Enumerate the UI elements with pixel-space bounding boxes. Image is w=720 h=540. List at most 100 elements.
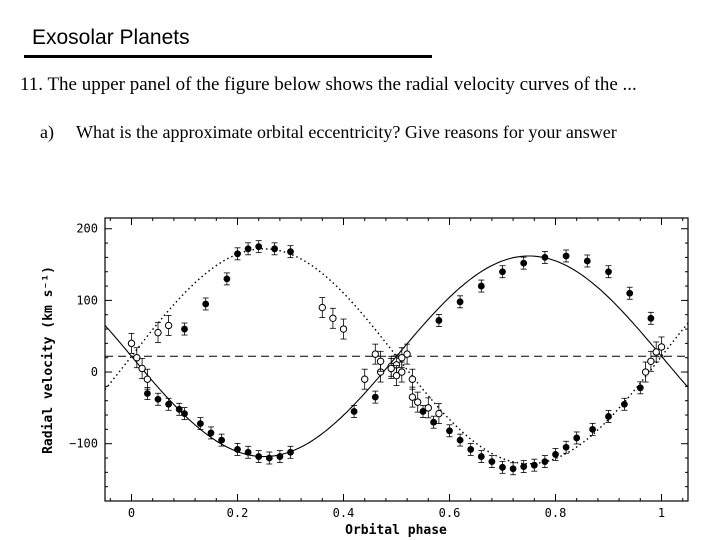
filled-data-point xyxy=(467,443,475,456)
question-text: 11. The upper panel of the figure below … xyxy=(20,74,637,95)
point-marker xyxy=(621,400,628,408)
x-tick-label: 0.6 xyxy=(439,506,461,520)
point-marker xyxy=(339,325,348,333)
filled-data-point xyxy=(287,245,294,259)
point-marker xyxy=(456,298,464,306)
open-data-point xyxy=(138,358,146,379)
point-marker xyxy=(509,465,517,473)
open-data-point xyxy=(154,322,162,344)
point-marker xyxy=(265,454,273,462)
x-axis-label: Orbital phase xyxy=(345,523,447,538)
point-marker xyxy=(408,393,417,401)
title-underline xyxy=(24,55,432,58)
point-marker xyxy=(520,259,528,267)
filled-data-point xyxy=(562,249,570,263)
point-marker xyxy=(520,463,528,471)
filled-data-point xyxy=(626,286,634,300)
point-marker xyxy=(419,408,427,415)
open-data-point xyxy=(647,350,655,372)
open-data-point xyxy=(403,343,411,365)
filled-data-point xyxy=(371,390,379,404)
point-marker xyxy=(271,245,278,253)
filled-data-point xyxy=(175,402,183,416)
point-marker xyxy=(573,434,581,442)
point-marker xyxy=(202,300,210,308)
point-marker xyxy=(138,364,146,373)
filled-data-point xyxy=(271,242,278,256)
point-marker xyxy=(398,354,406,362)
filled-data-point xyxy=(234,247,241,261)
filled-data-point xyxy=(605,410,612,423)
point-marker xyxy=(287,448,294,456)
point-marker xyxy=(181,410,188,417)
point-marker xyxy=(361,375,369,383)
open-data-point xyxy=(657,336,666,358)
filled-data-point xyxy=(223,272,231,286)
point-marker xyxy=(456,436,464,444)
point-marker xyxy=(562,443,570,451)
filled-data-point xyxy=(218,433,226,447)
filled-data-point xyxy=(181,407,188,420)
filled-data-point xyxy=(499,265,506,279)
filled-data-point xyxy=(435,314,443,327)
point-marker xyxy=(234,250,241,258)
filled-data-point xyxy=(562,440,570,454)
point-marker xyxy=(647,357,655,365)
open-data-point xyxy=(143,368,152,390)
filled-data-point xyxy=(165,397,173,411)
filled-data-point xyxy=(621,397,628,411)
point-marker xyxy=(287,248,294,256)
point-marker xyxy=(477,453,485,460)
filled-data-point xyxy=(589,422,596,436)
point-marker xyxy=(499,268,506,276)
point-marker xyxy=(530,461,538,469)
filled-data-point xyxy=(255,240,263,254)
filled-data-point xyxy=(244,242,252,256)
open-data-point xyxy=(652,341,660,363)
point-marker xyxy=(350,408,358,415)
point-marker xyxy=(207,429,215,437)
filled-data-point xyxy=(541,251,549,264)
filled-data-point xyxy=(287,445,294,459)
point-marker xyxy=(197,420,204,428)
point-marker xyxy=(499,463,506,471)
filled-data-point xyxy=(636,381,644,395)
filled-data-point xyxy=(605,265,612,279)
point-marker xyxy=(562,252,570,260)
filled-data-point xyxy=(255,450,263,463)
open-data-point xyxy=(371,343,379,365)
y-tick-label: 100 xyxy=(76,293,98,307)
point-marker xyxy=(652,348,660,356)
sub-question: a) What is the approximate orbital eccent… xyxy=(40,122,617,143)
filled-data-point xyxy=(276,450,284,463)
point-marker xyxy=(165,400,173,408)
open-data-point xyxy=(127,332,136,354)
point-marker xyxy=(223,275,231,283)
filled-data-point xyxy=(520,460,528,474)
point-marker xyxy=(244,245,252,253)
x-tick-label: 0.2 xyxy=(227,506,249,520)
x-tick-label: 0.4 xyxy=(333,506,355,520)
point-marker xyxy=(255,243,263,251)
filled-data-point xyxy=(202,297,210,311)
point-marker xyxy=(392,371,401,380)
open-data-point xyxy=(133,347,141,369)
filled-data-point xyxy=(430,415,437,429)
point-marker xyxy=(435,409,443,418)
point-marker xyxy=(636,384,644,392)
open-data-point xyxy=(361,368,369,390)
point-marker xyxy=(647,314,655,322)
filled-data-point xyxy=(477,450,485,463)
point-marker xyxy=(376,357,385,365)
open-data-point xyxy=(387,358,395,379)
filled-data-point xyxy=(477,279,485,293)
open-data-point xyxy=(414,391,422,413)
x-tick-label: 0 xyxy=(128,506,135,520)
secondary-orbit-curve xyxy=(104,248,689,465)
open-data-point xyxy=(398,361,406,383)
point-marker xyxy=(234,446,241,453)
x-tick-label: 1 xyxy=(658,506,665,520)
point-marker xyxy=(605,268,612,276)
point-marker xyxy=(133,354,141,362)
filled-data-point xyxy=(520,256,528,270)
